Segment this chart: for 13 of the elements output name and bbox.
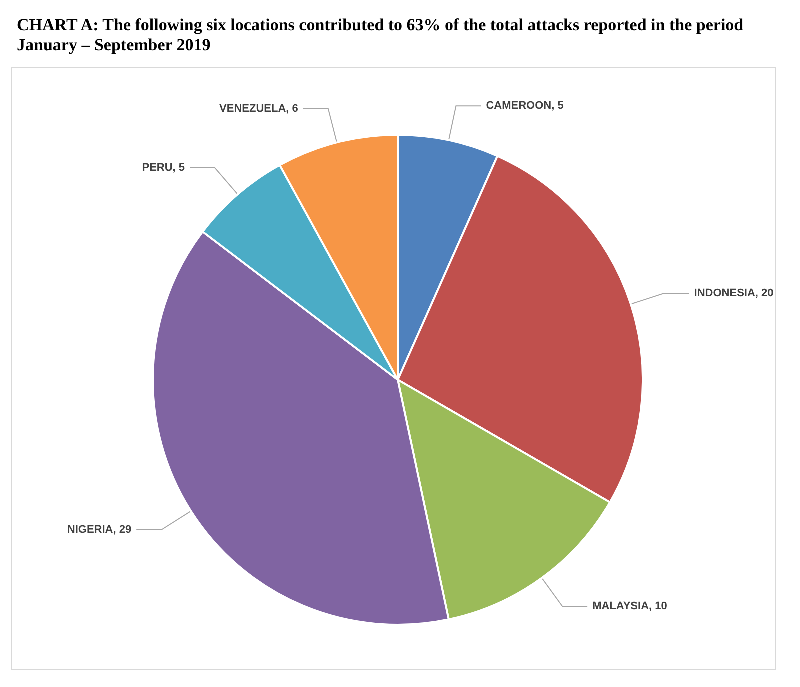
slice-label: INDONESIA: [694, 287, 756, 300]
data-label: , 29: [113, 524, 132, 536]
slice-label: PERU: [142, 162, 173, 174]
data-label: , 6: [286, 102, 298, 115]
slice-label: NIGERIA: [67, 524, 114, 536]
data-label: , 5: [552, 100, 564, 112]
slice-label: MALAYSIA: [592, 600, 650, 613]
data-label: , 20: [755, 287, 774, 300]
chart-title: CHART A: The following six locations contributed to 63% of the total attacks reported in the period January – September 2019: [17, 16, 748, 54]
data-label: , 5: [172, 162, 186, 174]
slice-label: VENEZUELA: [220, 102, 286, 115]
slice-label: CAMEROON: [486, 100, 552, 112]
data-label: , 10: [649, 600, 668, 613]
